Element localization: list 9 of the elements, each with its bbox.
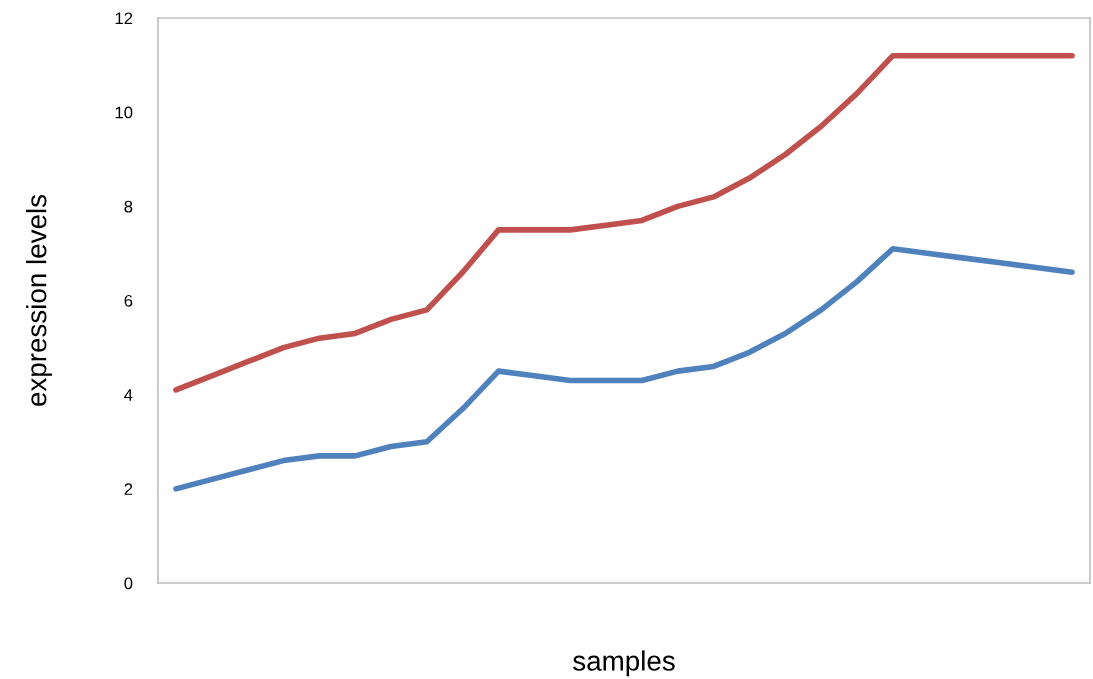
- y-tick-label: 4: [124, 389, 133, 401]
- y-tick-label: 12: [115, 12, 133, 25]
- y-tick-label: 8: [124, 200, 133, 213]
- y-tick-label: 2: [124, 483, 133, 495]
- y-tick-label: 6: [124, 294, 133, 307]
- y-axis-title: expression levels: [26, 194, 52, 406]
- y-tick-label: 10: [115, 106, 133, 119]
- x-axis-title: samples: [573, 650, 675, 677]
- y-tick-label: 0: [124, 577, 133, 590]
